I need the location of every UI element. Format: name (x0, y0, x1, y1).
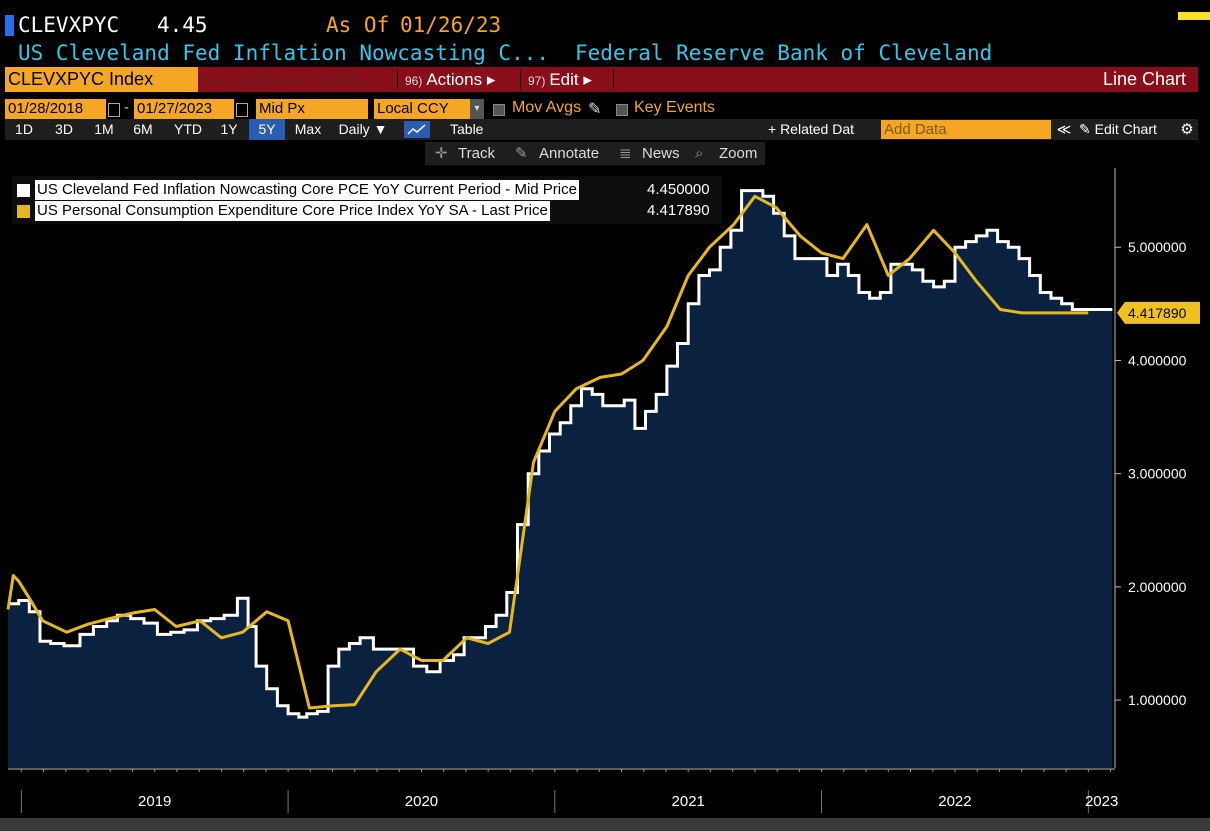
chart-tools-bar: ✛ Track ✎ Annotate ≣ News ⌕ Zoom (425, 142, 765, 165)
edit-menu[interactable]: 97) Edit ▸ (528, 67, 592, 92)
legend-value: 4.417890 (647, 202, 710, 219)
suggested-charts-menu[interactable]: 94) Suggested Charts (206, 67, 363, 92)
y-tick-label: 3.000000 (1128, 466, 1187, 482)
period-button-1d[interactable]: 1D (15, 121, 33, 137)
legend-value: 4.450000 (647, 181, 710, 198)
y-tick-label: 1.000000 (1128, 692, 1187, 708)
last-value-label: 4.417890 (1128, 305, 1187, 321)
key-events-checkbox[interactable] (616, 104, 628, 116)
x-tick-label: 2020 (405, 793, 438, 810)
date-range-dash: - (124, 99, 129, 116)
legend-swatch (17, 205, 30, 218)
related-data-button[interactable]: + Related Dat (768, 121, 854, 137)
period-button-3d[interactable]: 3D (55, 121, 73, 137)
collapse-icon[interactable]: ≪ (1056, 121, 1072, 137)
security-name-line: US Cleveland Fed Inflation Nowcasting C.… (18, 41, 992, 65)
add-data-input[interactable]: Add Data (881, 120, 1051, 139)
y-tick-label: 5.000000 (1128, 239, 1187, 255)
gear-icon[interactable]: ⚙ (1180, 121, 1194, 138)
price-field-select[interactable]: Mid Px (256, 99, 368, 119)
legend-item-nowcast[interactable]: US Cleveland Fed Inflation Nowcasting Co… (17, 180, 717, 200)
actions-menu[interactable]: 96) Actions ▸ (405, 67, 495, 92)
series-line-pce[interactable] (6, 194, 1089, 710)
chart-type-label[interactable]: Line Chart (1102, 69, 1186, 89)
period-button-1m[interactable]: 1M (94, 121, 114, 137)
bottom-scroll-strip[interactable] (0, 818, 1210, 831)
series-line-nowcast[interactable] (8, 189, 1113, 719)
pencil-icon[interactable]: ✎ (515, 145, 528, 162)
alert-marker (1178, 12, 1210, 20)
security-index-field[interactable]: CLEVXPYC Index (5, 67, 198, 92)
legend-item-pce[interactable]: US Personal Consumption Expenditure Core… (17, 201, 717, 221)
chevron-down-icon[interactable]: ▾ (470, 99, 484, 119)
period-button-1y[interactable]: 1Y (220, 121, 238, 137)
x-tick-label: 2023 (1085, 793, 1118, 810)
news-icon[interactable]: ≣ (619, 145, 632, 162)
period-button-ytd[interactable]: YTD (174, 121, 202, 137)
x-tick-label: 2022 (938, 793, 971, 810)
menu-divider (520, 69, 521, 90)
legend-label: US Personal Consumption Expenditure Core… (35, 201, 550, 221)
magnifier-icon[interactable]: ⌕ (695, 145, 704, 162)
actions-number: 96) (405, 74, 423, 88)
ticker[interactable]: CLEVXPYC (18, 13, 120, 37)
news-tool[interactable]: News (642, 145, 680, 162)
as-of-label: As Of (326, 13, 390, 37)
period-toolbar: 1D 3D 1M 6M YTD 1Y 5Y Max Daily ▼ Table + Relat… (5, 119, 1198, 140)
last-price: 4.45 (157, 13, 208, 37)
x-tick-label: 2021 (672, 793, 705, 810)
end-date-field[interactable]: 01/27/2023 (134, 99, 234, 119)
edit-number: 97) (528, 74, 546, 88)
frequency-select[interactable]: Daily ▼ (338, 121, 388, 137)
calendar-icon[interactable] (108, 103, 120, 117)
edit-chart-button[interactable]: ✎ Edit Chart (1079, 121, 1157, 137)
line-chart-icon[interactable] (404, 121, 430, 138)
last-value-tag: 4.417890 (1117, 301, 1200, 324)
suggested-charts-number: 94) (206, 74, 224, 88)
y-tick-label: 2.000000 (1128, 579, 1187, 595)
calendar-icon[interactable] (236, 103, 248, 117)
currency-select[interactable]: Local CCY (374, 99, 470, 119)
track-tool[interactable]: Track (458, 145, 495, 162)
function-menubar: CLEVXPYC Index 94) Suggested Charts 96) Ac… (5, 67, 1198, 92)
annotate-tool[interactable]: Annotate (539, 145, 600, 162)
last-value-tag-background (1117, 301, 1200, 324)
edit-label: Edit ▸ (549, 70, 592, 89)
security-name: US Cleveland Fed Inflation Nowcasting C.… (18, 41, 550, 65)
security-header: CLEVXPYC 4.45 As Of 01/26/23 (0, 12, 1210, 38)
suggested-charts-label: Suggested Charts (227, 70, 364, 89)
actions-label: Actions ▸ (426, 70, 496, 89)
x-tick-label: 2019 (138, 793, 171, 810)
mov-avgs-label: Mov Avgs (512, 99, 582, 116)
pencil-icon[interactable]: ✎ (588, 101, 602, 118)
period-button-5y[interactable]: 5Y (249, 119, 285, 140)
key-events-label: Key Events (634, 99, 715, 116)
legend-swatch (17, 184, 30, 197)
menu-divider (397, 69, 398, 90)
crosshair-icon[interactable]: ✛ (435, 145, 448, 162)
table-button[interactable]: Table (450, 121, 484, 137)
mov-avgs-checkbox[interactable] (493, 104, 505, 116)
period-button-max[interactable]: Max (294, 121, 322, 137)
zoom-tool[interactable]: Zoom (719, 145, 758, 162)
start-date-field[interactable]: 01/28/2018 (5, 99, 106, 119)
legend-label: US Cleveland Fed Inflation Nowcasting Co… (35, 180, 579, 200)
as-of-date: 01/26/23 (400, 13, 502, 37)
data-source: Federal Reserve Bank of Cleveland (575, 41, 993, 65)
period-button-6m[interactable]: 6M (133, 121, 153, 137)
area-fill-nowcast (8, 190, 1113, 769)
menu-divider (613, 69, 614, 90)
ticker-marker (5, 15, 14, 36)
chart-legend: US Cleveland Fed Inflation Nowcasting Co… (12, 176, 722, 224)
y-tick-label: 4.000000 (1128, 352, 1187, 368)
